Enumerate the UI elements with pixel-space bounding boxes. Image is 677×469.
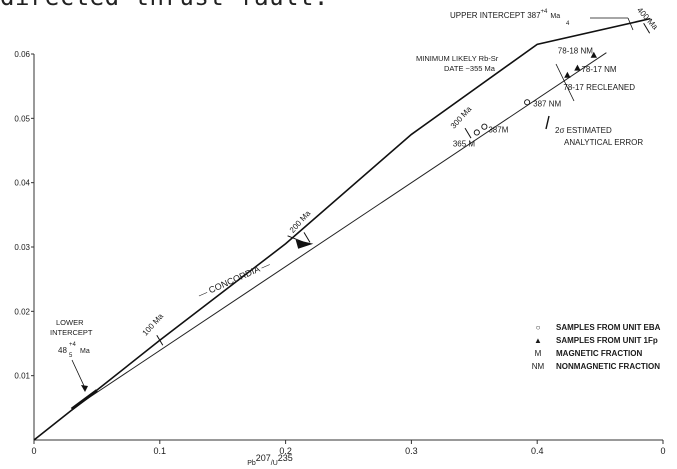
chart-legend: ○ SAMPLES FROM UNIT EBA ▲ SAMPLES FROM UNIT… — [532, 323, 661, 371]
x-axis-label-part: Pb — [247, 460, 256, 467]
lower-intercept-arrow — [81, 385, 88, 392]
lower-intercept-line2: INTERCEPT — [50, 328, 93, 337]
concordia-arrow-head — [295, 239, 314, 249]
y-tick-label: 0.02 — [14, 307, 30, 316]
error-line1: 2σ ESTIMATED — [555, 126, 612, 135]
lower-intercept-pointer — [71, 359, 86, 389]
sample-point-triangle — [574, 64, 581, 71]
age-tick — [156, 335, 164, 346]
sample-label: 387M — [488, 126, 508, 135]
legend-symbol: M — [535, 349, 542, 358]
x-tick-label: 0.2 — [279, 446, 292, 456]
sample-label: 387 NM — [533, 99, 561, 108]
y-tick-label: 0.05 — [14, 114, 30, 123]
age-mark-label: 100 Ma — [141, 311, 166, 337]
age-tick — [643, 23, 651, 34]
sample-point-circle — [524, 99, 531, 106]
concordia-label: — CONCORDIA — — [197, 259, 272, 300]
lower-intercept-err-plus: +4 — [69, 342, 77, 348]
x-axis-label-part: 207 — [256, 453, 271, 463]
legend-symbol: ▲ — [534, 336, 542, 345]
upper-intercept-label: UPPER INTERCEPT 387+4Ma — [450, 9, 560, 20]
legend-text: NONMAGNETIC FRACTION — [556, 362, 660, 371]
legend-text: SAMPLES FROM UNIT EBA — [556, 323, 661, 332]
upper-intercept-part: Ma — [550, 13, 560, 20]
legend-text: SAMPLES FROM UNIT 1Fp — [556, 336, 658, 345]
x-axis-label: Pb207/U235 — [247, 453, 293, 467]
min-likely-pointer — [555, 63, 575, 102]
lower-intercept-band — [70, 389, 98, 411]
x-axis-label-part: /U — [271, 460, 278, 467]
chart-marks: 365 M 387M 387 NM 78-18 NM 78-17 NM 78-17 REC… — [453, 46, 635, 148]
age-tick — [303, 232, 311, 243]
discordia-line — [84, 52, 607, 402]
sample-label: 78-17 RECLEANED — [563, 83, 635, 92]
lower-intercept-value: 48 — [58, 346, 67, 355]
sample-point-triangle — [564, 71, 571, 78]
age-tick — [464, 127, 472, 139]
legend-text: MAGNETIC FRACTION — [556, 349, 642, 358]
y-tick-label: 0.03 — [14, 243, 30, 252]
chart-axes: 0 0.1 0.2 0.3 0.4 0 0.01 0.02 0.03 0.04 0.05 0.06 Pb… — [14, 50, 665, 467]
upper-intercept-pointer-end — [627, 17, 634, 31]
upper-intercept-part: +4 — [541, 9, 549, 15]
caption-fragment: directed thrust fault. — [0, 0, 329, 11]
min-likely-line2: DATE ~355 Ma — [444, 64, 496, 73]
age-mark-label: 400 Ma — [635, 6, 660, 32]
y-tick-label: 0.04 — [14, 179, 30, 188]
sample-point-circle — [481, 123, 488, 130]
sample-point-circle — [473, 129, 480, 136]
age-mark-label: 300 Ma — [449, 104, 474, 130]
legend-symbol: ○ — [536, 323, 541, 332]
upper-intercept-part: UPPER INTERCEPT 387 — [450, 11, 541, 20]
y-tick-label: 0.06 — [14, 50, 30, 59]
x-tick-label: 0.4 — [531, 446, 544, 456]
error-bar — [545, 115, 550, 130]
concordia-curve — [33, 17, 651, 441]
x-axis-label-part: 235 — [278, 453, 293, 463]
x-tick-label: 0 — [660, 446, 665, 456]
sample-label: 78-18 NM — [558, 46, 593, 55]
legend-symbol: NM — [532, 362, 545, 371]
x-tick-label: 0.1 — [154, 446, 167, 456]
lower-intercept-err-minus: 5 — [69, 353, 73, 359]
sample-label: 78-17 NM — [581, 65, 616, 74]
error-line2: ANALYTICAL ERROR — [564, 138, 643, 147]
y-tick-label: 0.01 — [14, 372, 30, 381]
x-tick-label: 0.3 — [405, 446, 418, 456]
lower-intercept-unit: Ma — [80, 348, 90, 355]
lower-intercept-line1: LOWER — [56, 318, 84, 327]
sample-point-triangle — [590, 51, 598, 58]
min-likely-line1: MINIMUM LIKELY Rb-Sr — [416, 54, 499, 63]
upper-intercept-err-minus: 4 — [566, 21, 570, 27]
sample-label: 365 M — [453, 139, 476, 148]
x-tick-label: 0 — [31, 446, 36, 456]
